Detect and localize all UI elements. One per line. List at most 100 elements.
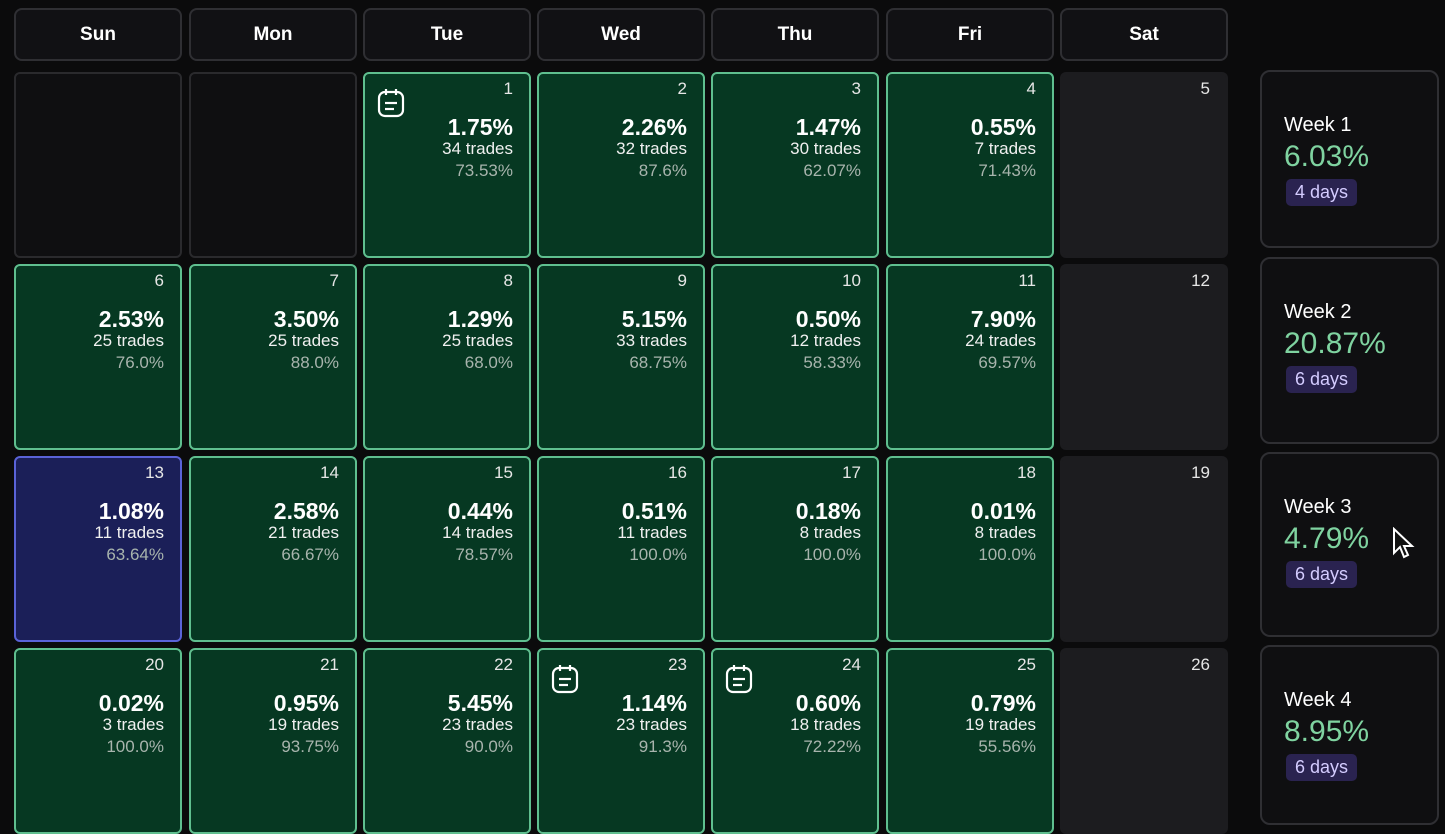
- day-pnl: 0.44%: [447, 498, 513, 524]
- day-pnl: 0.01%: [970, 498, 1036, 524]
- day-cell[interactable]: 23 1.14% 23 trades 91.3%: [537, 648, 705, 834]
- day-date: 9: [677, 271, 687, 290]
- day-winrate: 91.3%: [638, 737, 687, 756]
- day-cell[interactable]: 6 2.53% 25 trades 76.0%: [14, 264, 182, 450]
- day-cell[interactable]: 18 0.01% 8 trades 100.0%: [886, 456, 1054, 642]
- day-winrate: 78.57%: [455, 545, 513, 564]
- day-cell[interactable]: 7 3.50% 25 trades 88.0%: [189, 264, 357, 450]
- day-winrate: 100.0%: [106, 737, 164, 756]
- day-cell[interactable]: 13 1.08% 11 trades 63.64%: [14, 456, 182, 642]
- day-trades: 21 trades: [268, 523, 339, 542]
- day-cell[interactable]: 2 2.26% 32 trades 87.6%: [537, 72, 705, 258]
- day-cell[interactable]: 12: [1060, 264, 1228, 450]
- weekday-header: Fri: [886, 8, 1054, 61]
- day-date: 2: [677, 79, 687, 98]
- day-trades: 32 trades: [616, 139, 687, 158]
- week-days-badge: 6 days: [1286, 366, 1358, 393]
- day-cell[interactable]: 1 1.75% 34 trades 73.53%: [363, 72, 531, 258]
- day-winrate: 72.22%: [803, 737, 861, 756]
- day-winrate: 62.07%: [803, 161, 861, 180]
- day-date: 17: [842, 463, 861, 482]
- day-pnl: 1.08%: [98, 498, 164, 524]
- day-cell[interactable]: 17 0.18% 8 trades 100.0%: [711, 456, 879, 642]
- empty-cell: [14, 72, 182, 258]
- day-date: 25: [1017, 655, 1036, 674]
- day-cell[interactable]: 15 0.44% 14 trades 78.57%: [363, 456, 531, 642]
- day-cell[interactable]: 25 0.79% 19 trades 55.56%: [886, 648, 1054, 834]
- note-icon[interactable]: [725, 664, 753, 699]
- day-winrate: 93.75%: [281, 737, 339, 756]
- note-icon[interactable]: [377, 88, 405, 123]
- day-date: 16: [668, 463, 687, 482]
- day-date: 11: [1018, 271, 1036, 290]
- day-pnl: 0.18%: [795, 498, 861, 524]
- day-date: 18: [1017, 463, 1036, 482]
- day-date: 22: [494, 655, 513, 674]
- day-pnl: 5.15%: [621, 306, 687, 332]
- day-winrate: 68.75%: [629, 353, 687, 372]
- day-cell[interactable]: 10 0.50% 12 trades 58.33%: [711, 264, 879, 450]
- day-cell[interactable]: 14 2.58% 21 trades 66.67%: [189, 456, 357, 642]
- weekday-header: Mon: [189, 8, 357, 61]
- week-summary: Week 2 20.87% 6 days: [1260, 257, 1439, 444]
- day-cell[interactable]: 8 1.29% 25 trades 68.0%: [363, 264, 531, 450]
- day-cell[interactable]: 26: [1060, 648, 1228, 834]
- day-winrate: 71.43%: [978, 161, 1036, 180]
- day-cell[interactable]: 3 1.47% 30 trades 62.07%: [711, 72, 879, 258]
- weekday-header: Sun: [14, 8, 182, 61]
- weekday-header: Wed: [537, 8, 705, 61]
- day-pnl: 2.53%: [98, 306, 164, 332]
- day-winrate: 55.56%: [978, 737, 1036, 756]
- day-date: 14: [320, 463, 339, 482]
- week-summary: Week 1 6.03% 4 days: [1260, 70, 1439, 248]
- day-trades: 14 trades: [442, 523, 513, 542]
- day-date: 8: [503, 271, 513, 290]
- note-icon[interactable]: [551, 664, 579, 699]
- day-trades: 8 trades: [974, 523, 1036, 542]
- day-pnl: 7.90%: [970, 306, 1036, 332]
- day-winrate: 69.57%: [978, 353, 1036, 372]
- day-winrate: 76.0%: [115, 353, 164, 372]
- empty-cell: [189, 72, 357, 258]
- weekday-header: Sat: [1060, 8, 1228, 61]
- day-pnl: 0.95%: [273, 690, 339, 716]
- day-pnl: 1.29%: [447, 306, 513, 332]
- day-date: 20: [145, 655, 164, 674]
- day-cell[interactable]: 4 0.55% 7 trades 71.43%: [886, 72, 1054, 258]
- day-winrate: 58.33%: [803, 353, 861, 372]
- day-winrate: 87.6%: [638, 161, 687, 180]
- day-cell[interactable]: 9 5.15% 33 trades 68.75%: [537, 264, 705, 450]
- calendar-page: {"weekdays": ["Sun", "Mon", "Tue", "Wed"…: [14, 8, 1439, 834]
- weekday-header: Tue: [363, 8, 531, 61]
- day-trades: 19 trades: [268, 715, 339, 734]
- day-date: 3: [851, 79, 861, 98]
- day-cell[interactable]: 5: [1060, 72, 1228, 258]
- day-trades: 33 trades: [616, 331, 687, 350]
- day-winrate: 73.53%: [455, 161, 513, 180]
- day-cell[interactable]: 21 0.95% 19 trades 93.75%: [189, 648, 357, 834]
- day-cell[interactable]: 11 7.90% 24 trades 69.57%: [886, 264, 1054, 450]
- day-date: 6: [154, 271, 164, 290]
- day-date: 15: [494, 463, 513, 482]
- day-cell[interactable]: 24 0.60% 18 trades 72.22%: [711, 648, 879, 834]
- week-pnl: 4.79%: [1284, 522, 1370, 555]
- day-trades: 23 trades: [616, 715, 687, 734]
- day-cell[interactable]: 20 0.02% 3 trades 100.0%: [14, 648, 182, 834]
- day-cell[interactable]: 22 5.45% 23 trades 90.0%: [363, 648, 531, 834]
- week-summary: Week 3 4.79% 6 days: [1260, 452, 1439, 637]
- week-pnl: 6.03%: [1284, 140, 1370, 173]
- day-pnl: 1.75%: [447, 114, 513, 140]
- day-pnl: 0.51%: [621, 498, 687, 524]
- day-trades: 3 trades: [102, 715, 164, 734]
- day-cell[interactable]: 19: [1060, 456, 1228, 642]
- day-pnl: 0.79%: [970, 690, 1036, 716]
- day-trades: 8 trades: [799, 523, 861, 542]
- week-days-badge: 6 days: [1286, 754, 1358, 781]
- day-pnl: 0.50%: [795, 306, 861, 332]
- day-trades: 25 trades: [268, 331, 339, 350]
- day-cell[interactable]: 16 0.51% 11 trades 100.0%: [537, 456, 705, 642]
- day-trades: 25 trades: [93, 331, 164, 350]
- day-winrate: 66.67%: [281, 545, 339, 564]
- week-label: Week 1: [1284, 114, 1352, 136]
- day-date: 7: [329, 271, 339, 290]
